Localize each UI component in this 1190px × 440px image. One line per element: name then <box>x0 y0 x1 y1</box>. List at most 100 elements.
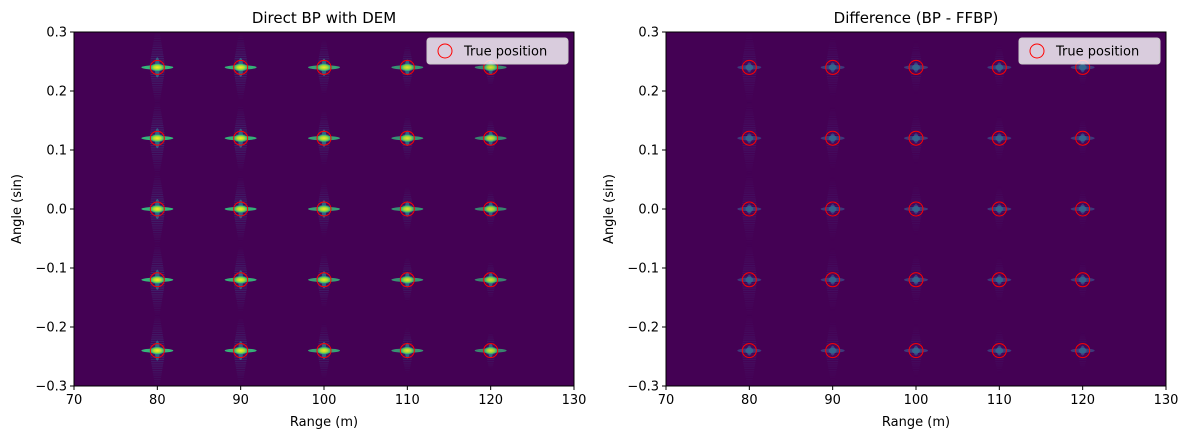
left-true-position-marker <box>483 130 499 146</box>
right-target-response <box>737 103 762 173</box>
right-true-position-marker <box>1075 272 1091 288</box>
left-y-tick-label: −0.2 <box>35 321 67 336</box>
left-target-response <box>474 121 507 155</box>
right-true-position-marker <box>1075 201 1091 217</box>
left-legend-box <box>426 37 569 65</box>
left-true-position-marker <box>483 343 499 359</box>
right-true-position-marker <box>825 272 841 288</box>
right-y-tick-label: 0.2 <box>638 85 659 100</box>
right-chart-panel: Difference (BP - FFBP) Angle (sin) Range… <box>602 9 1178 430</box>
right-target-response <box>904 326 928 375</box>
right-y-tick-label: 0.3 <box>638 26 659 41</box>
right-target-response <box>1070 333 1095 368</box>
left-true-position-marker <box>149 201 165 217</box>
right-x-tick-label: 80 <box>741 393 758 408</box>
right-x-tick-label: 110 <box>987 393 1012 408</box>
left-true-position-marker <box>316 130 332 146</box>
right-true-position-marker <box>908 343 924 359</box>
right-target-response <box>904 114 928 163</box>
left-target-response <box>224 177 257 241</box>
right-x-tick-label: 90 <box>824 393 841 408</box>
right-true-position-marker <box>741 343 757 359</box>
left-true-position-marker <box>149 130 165 146</box>
left-true-position-marker <box>149 272 165 288</box>
right-true-position-marker <box>741 201 757 217</box>
left-true-position-marker <box>399 201 415 217</box>
left-target-response <box>308 254 340 306</box>
left-true-position-marker <box>233 130 249 146</box>
left-target-response <box>224 319 257 382</box>
right-true-position-marker <box>991 201 1007 217</box>
left-target-response <box>224 248 257 311</box>
right-true-position-marker <box>825 343 841 359</box>
right-true-position-marker <box>908 130 924 146</box>
left-true-position-marker <box>233 343 249 359</box>
right-true-position-marker <box>825 130 841 146</box>
right-y-tick-label: −0.3 <box>627 380 659 395</box>
left-y-tick-label: 0.3 <box>46 26 67 41</box>
right-target-response <box>737 32 762 103</box>
right-target-response <box>1070 192 1095 226</box>
left-true-position-marker <box>233 201 249 217</box>
right-y-tick-label: −0.1 <box>627 262 659 277</box>
left-true-position-marker <box>399 343 415 359</box>
right-target-response <box>1070 121 1095 155</box>
left-heatmap-layer <box>141 32 507 386</box>
right-true-position-marker <box>908 59 924 75</box>
left-target-response <box>391 47 424 88</box>
right-legend-marker <box>1029 43 1045 59</box>
left-true-position-marker <box>233 272 249 288</box>
right-true-position-marker <box>825 59 841 75</box>
left-true-position-marker <box>483 201 499 217</box>
left-y-tick-label: 0.2 <box>46 85 67 100</box>
left-target-response <box>141 174 174 244</box>
right-true-position-marker <box>991 343 1007 359</box>
right-true-position-marker <box>991 59 1007 75</box>
right-true-position-marker <box>991 130 1007 146</box>
left-target-response <box>391 259 424 301</box>
left-legend: True position <box>426 37 569 65</box>
right-y-tick-label: 0.0 <box>638 203 659 218</box>
left-true-position-marker <box>316 272 332 288</box>
right-target-response <box>820 108 845 168</box>
right-true-position-marker <box>991 272 1007 288</box>
right-target-response <box>1070 263 1095 297</box>
left-true-position-marker <box>483 272 499 288</box>
left-chart-xlabel: Range (m) <box>290 415 358 430</box>
left-target-response <box>391 188 424 230</box>
right-target-response <box>904 43 928 92</box>
left-target-response <box>141 32 174 103</box>
left-true-position-marker <box>233 59 249 75</box>
right-target-response <box>820 179 845 239</box>
left-y-tick-label: 0.0 <box>46 203 67 218</box>
right-true-position-marker <box>741 130 757 146</box>
left-chart-panel: Direct BP with DEM Angle (sin) Range (m)… <box>10 9 586 430</box>
right-true-position-marker <box>908 201 924 217</box>
right-true-position-marker <box>825 201 841 217</box>
left-chart-ylabel: Angle (sin) <box>10 174 25 244</box>
left-legend-label: True position <box>463 45 547 60</box>
left-target-response <box>391 117 424 159</box>
right-chart-xlabel: Range (m) <box>882 415 950 430</box>
left-target-response <box>224 107 257 170</box>
right-true-position-series <box>741 59 1091 359</box>
left-true-position-marker <box>316 201 332 217</box>
right-y-tick-label: 0.1 <box>638 144 659 159</box>
left-true-position-marker <box>399 59 415 75</box>
left-legend-marker <box>437 43 453 59</box>
left-x-tick-label: 70 <box>66 393 83 408</box>
right-y-tick-label: −0.2 <box>627 321 659 336</box>
left-y-tick-label: 0.1 <box>46 144 67 159</box>
left-target-response <box>141 245 174 315</box>
right-true-position-marker <box>1075 343 1091 359</box>
left-target-response <box>474 333 507 368</box>
right-x-tick-label: 70 <box>658 393 675 408</box>
left-x-tick-label: 130 <box>562 393 587 408</box>
right-target-response <box>987 117 1012 159</box>
left-target-response <box>224 36 257 99</box>
right-true-position-marker <box>741 59 757 75</box>
left-y-tick-label: −0.1 <box>35 262 67 277</box>
left-true-position-marker <box>399 272 415 288</box>
left-true-position-marker <box>149 59 165 75</box>
